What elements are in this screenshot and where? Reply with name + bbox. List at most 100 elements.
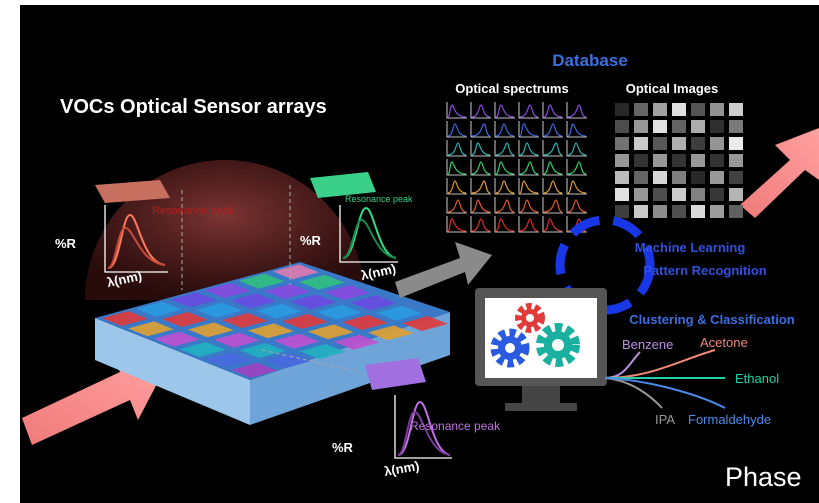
mini-axes: [494, 121, 515, 138]
mini-peak: [519, 199, 539, 213]
mini-axes: [494, 216, 515, 233]
mini-axes: [494, 159, 515, 176]
image-cell: [634, 103, 648, 116]
classification-title: Clustering & Classification: [629, 312, 794, 327]
mini-peak: [519, 180, 539, 194]
mini-peak: [495, 161, 515, 175]
mini-peak: [519, 218, 539, 232]
sensor-tile: [196, 302, 242, 318]
image-cell: [710, 103, 724, 116]
mini-peak: [447, 218, 467, 232]
mini-axes: [470, 178, 491, 195]
sensor-tile: [231, 362, 277, 378]
image-cell: [615, 120, 629, 133]
image-cell: [729, 120, 743, 133]
mini-peak: [567, 199, 587, 213]
peak: [397, 410, 451, 456]
mini-peak: [471, 104, 491, 118]
mini-axes: [446, 178, 467, 195]
sensor-plate: [365, 358, 426, 390]
class-branches: [604, 349, 726, 409]
sensor-tile: [368, 325, 414, 341]
mini-axes: [566, 140, 587, 157]
sensor-tile: [248, 323, 294, 339]
sensor-tile: [402, 316, 448, 331]
sensor-tile: [238, 273, 285, 289]
image-cell: [710, 154, 724, 167]
sensor-tile: [213, 332, 260, 348]
image-cell: [729, 171, 743, 184]
mini-axes: [566, 159, 587, 176]
mini-axes: [518, 102, 539, 119]
image-cell: [615, 205, 629, 218]
mini-axes: [494, 140, 515, 157]
sensor-tile: [265, 353, 312, 369]
x-axis-label: λ(nm): [383, 458, 420, 479]
image-cell: [634, 171, 648, 184]
sensor-array: [95, 262, 450, 425]
mini-peak: [495, 199, 515, 213]
mini-axes: [446, 121, 467, 138]
image-cell: [672, 188, 686, 201]
mini-axes: [470, 121, 491, 138]
resonance-label: Resonance peak: [152, 205, 235, 217]
slab-right: [250, 312, 450, 425]
inset-axes: [104, 205, 452, 459]
mini-axes: [446, 216, 467, 233]
mini-peak: [471, 180, 491, 194]
mini-axes: [542, 159, 563, 176]
image-cell: [691, 188, 705, 201]
image-cell: [729, 103, 743, 116]
mini-peak: [495, 180, 515, 194]
class-label: IPA: [655, 412, 675, 427]
mini-axes: [518, 178, 539, 195]
sensor-tile: [273, 333, 320, 349]
mini-peak: [543, 218, 563, 232]
x-axis-label: λ(nm): [106, 268, 144, 290]
image-cell: [653, 154, 667, 167]
sensor-tile: [222, 313, 268, 328]
sensor-tile: [316, 304, 362, 320]
mini-axes: [470, 159, 491, 176]
class-label: Ethanol: [735, 371, 779, 386]
image-cell: [653, 205, 667, 218]
arrow-gray: [395, 242, 492, 298]
arrow-in: [22, 355, 160, 445]
gears: [490, 303, 580, 368]
monitor-stand: [522, 386, 560, 404]
sensor-tile: [179, 342, 226, 357]
image-cell: [615, 103, 629, 116]
class-label: Benzene: [622, 337, 673, 352]
mini-axes: [518, 159, 539, 176]
mini-peak: [447, 161, 467, 175]
image-cell: [691, 171, 705, 184]
mini-peak: [495, 142, 515, 156]
mini-peak: [567, 142, 587, 156]
image-cell: [691, 154, 705, 167]
sensor-tile: [273, 264, 319, 280]
peak: [107, 213, 166, 269]
mini-peak: [471, 142, 491, 156]
sensor-tile: [170, 292, 217, 308]
sensor-tile: [230, 293, 277, 309]
peak: [342, 218, 397, 259]
image-cell: [615, 171, 629, 184]
mini-axes: [470, 102, 491, 119]
mini-peak: [519, 123, 539, 137]
database-title: Database: [552, 51, 628, 70]
mini-peak: [471, 218, 491, 232]
image-cell: [672, 120, 686, 133]
peak: [397, 400, 451, 456]
resonance-label: Resonance peak: [345, 194, 413, 204]
ml-label: Machine Learning: [635, 240, 746, 255]
sensor-tile: [350, 295, 397, 311]
sensor-plate: [310, 172, 376, 198]
mini-axes: [518, 216, 539, 233]
image-cell: [672, 205, 686, 218]
ml-label: Pattern Recognition: [643, 263, 767, 278]
mini-axes: [446, 159, 467, 176]
monitor-base: [505, 403, 577, 411]
mini-axes: [566, 178, 587, 195]
sensor-tile: [282, 314, 328, 329]
y-axis-label: %R: [300, 233, 322, 248]
